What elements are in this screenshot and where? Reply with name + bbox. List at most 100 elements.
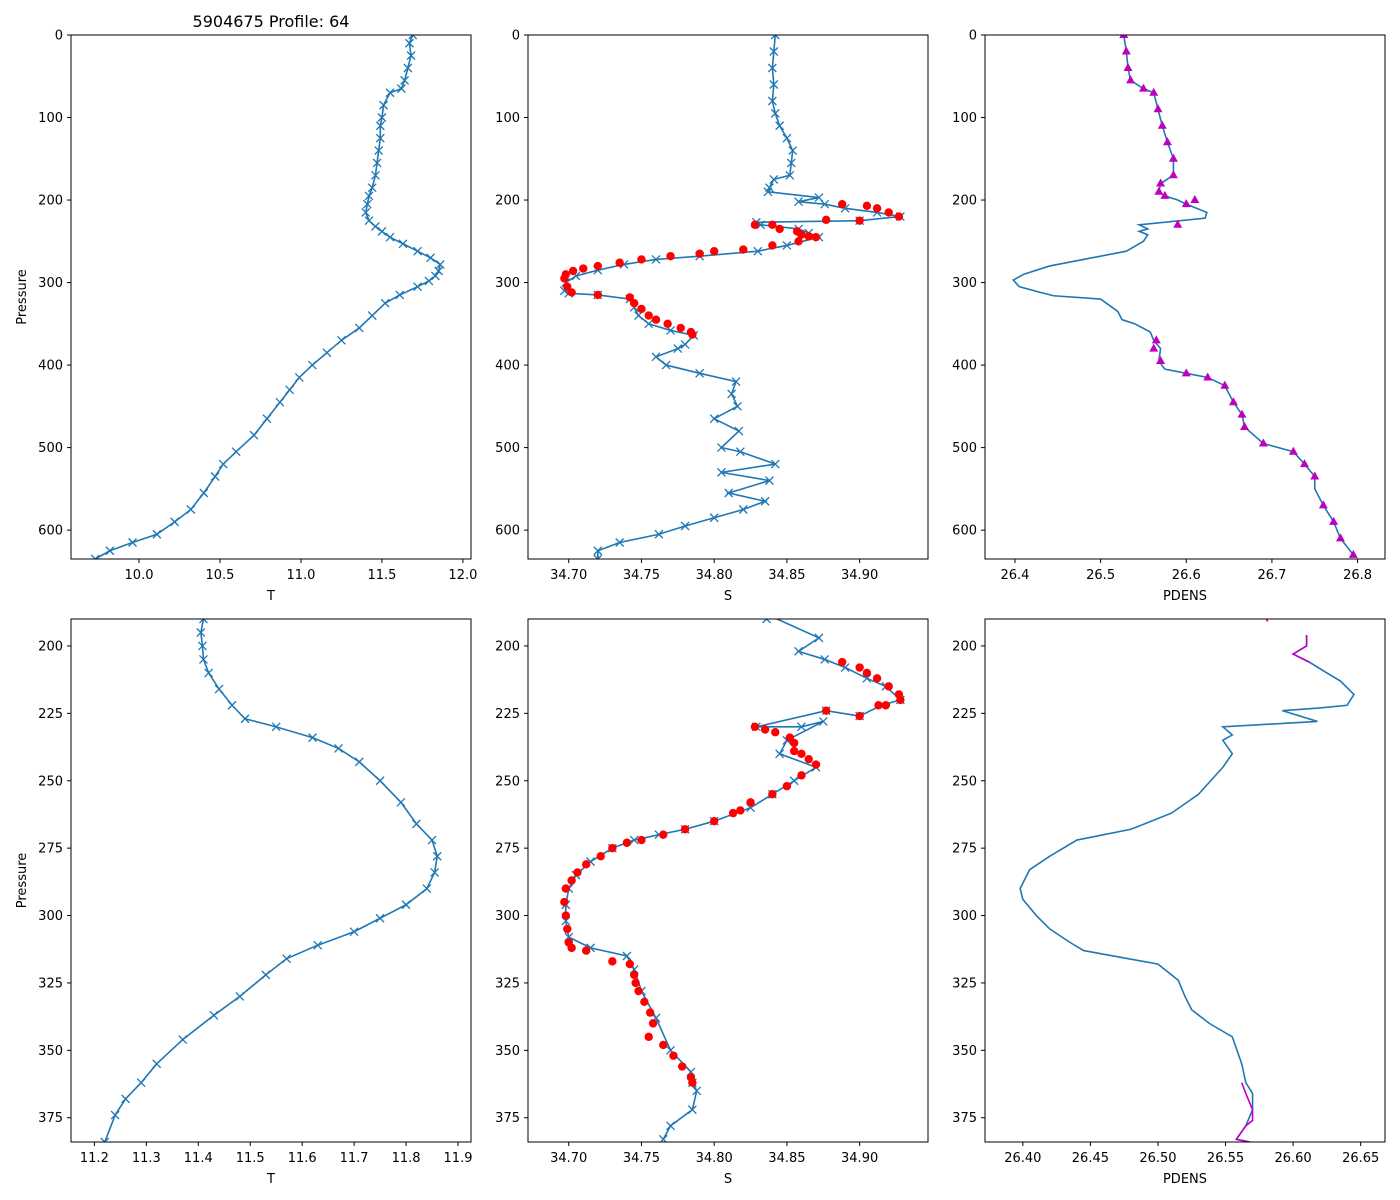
- x-tick-label: 11.2: [80, 1151, 109, 1166]
- plot-area: [1011, 35, 1358, 558]
- data-point: [673, 344, 683, 354]
- data-point: [593, 261, 603, 271]
- data-point: [644, 319, 654, 329]
- y-tick-label: 275: [952, 842, 977, 857]
- y-tick-label: 400: [952, 359, 977, 374]
- data-point: [567, 943, 576, 953]
- data-point: [640, 997, 649, 1007]
- data-point: [560, 274, 569, 283]
- data-point: [1329, 516, 1339, 525]
- data-point: [709, 247, 719, 256]
- data-point: [196, 628, 206, 637]
- axes-frame: [70, 34, 472, 560]
- plot-area: [1019, 619, 1355, 1142]
- data-point: [422, 884, 432, 894]
- x-tick-label: 26.5: [1086, 568, 1115, 583]
- data-point: [750, 220, 760, 229]
- data-point: [1181, 199, 1191, 208]
- data-point: [761, 610, 769, 618]
- x-axis-label: T: [266, 1172, 275, 1187]
- y-tick-label: 250: [495, 774, 520, 789]
- data-point: [1318, 500, 1328, 509]
- data-point: [400, 75, 410, 85]
- data-point: [728, 808, 738, 818]
- data-point: [1153, 104, 1163, 113]
- data-point: [563, 282, 572, 291]
- data-point: [651, 352, 661, 362]
- axes-frame: [984, 34, 1386, 560]
- data-point: [210, 472, 220, 481]
- data-point: [789, 746, 799, 756]
- data-point: [413, 282, 423, 292]
- y-tick-label: 200: [952, 639, 977, 654]
- data-point: [1228, 397, 1238, 406]
- data-point: [753, 246, 763, 256]
- data-point: [1190, 195, 1200, 204]
- data-point: [1237, 409, 1247, 418]
- data-point: [680, 521, 690, 531]
- data-point: [768, 220, 777, 229]
- y-tick-label: 100: [495, 111, 520, 126]
- data-point: [1168, 153, 1178, 162]
- y-tick-label: 200: [495, 194, 520, 209]
- x-tick-label: 26.50: [1139, 1151, 1176, 1166]
- data-point: [615, 538, 625, 547]
- series-s-flagged: [560, 199, 904, 339]
- y-tick-label: 250: [952, 774, 977, 789]
- data-point: [874, 701, 883, 710]
- data-point: [435, 259, 445, 269]
- data-point: [794, 197, 804, 207]
- data-point: [645, 1008, 655, 1017]
- x-tick-label: 34.75: [623, 568, 660, 583]
- data-point: [1123, 63, 1133, 72]
- data-point: [818, 716, 828, 726]
- data-point: [235, 991, 245, 1001]
- data-point: [760, 496, 770, 506]
- data-point: [596, 852, 605, 861]
- data-point: [240, 714, 250, 724]
- data-point: [110, 1110, 120, 1120]
- axes-frame: [70, 618, 472, 1143]
- y-tick-label: 225: [495, 707, 520, 722]
- data-point: [820, 654, 830, 664]
- data-point: [680, 339, 690, 349]
- data-point: [709, 816, 719, 826]
- data-point: [837, 657, 847, 667]
- data-point: [406, 51, 416, 61]
- data-point: [736, 806, 745, 815]
- data-point: [1240, 421, 1250, 430]
- data-point: [644, 311, 653, 320]
- data-point: [370, 221, 380, 231]
- y-tick-label: 250: [38, 774, 63, 789]
- data-point: [354, 323, 364, 333]
- x-tick-label: 34.75: [623, 1151, 660, 1166]
- x-axis-label: S: [724, 589, 732, 604]
- data-point: [688, 330, 697, 339]
- data-point: [872, 674, 882, 683]
- data-point: [837, 199, 847, 209]
- data-point: [1220, 380, 1230, 389]
- x-tick-label: 11.6: [288, 1151, 317, 1166]
- data-point: [204, 668, 214, 678]
- x-axis-label: S: [724, 1172, 732, 1187]
- data-point: [434, 266, 444, 276]
- data-point: [413, 246, 423, 256]
- y-tick-label: 350: [38, 1044, 63, 1059]
- data-point: [372, 158, 382, 168]
- data-point: [634, 986, 643, 996]
- data-point: [811, 232, 821, 242]
- data-point: [385, 232, 395, 242]
- data-point: [1168, 170, 1178, 179]
- x-tick-label: 26.6: [1172, 568, 1201, 583]
- data-point: [651, 254, 661, 264]
- y-tick-label: 300: [952, 276, 977, 291]
- data-point: [367, 183, 377, 193]
- x-tick-label: 26.4: [1001, 568, 1030, 583]
- series-line: [104, 619, 439, 1142]
- y-tick-label: 325: [495, 976, 520, 991]
- data-point: [631, 978, 640, 988]
- data-point: [361, 207, 371, 217]
- data-point: [367, 311, 377, 321]
- y-tick-label: 600: [952, 524, 977, 539]
- data-point: [593, 290, 603, 300]
